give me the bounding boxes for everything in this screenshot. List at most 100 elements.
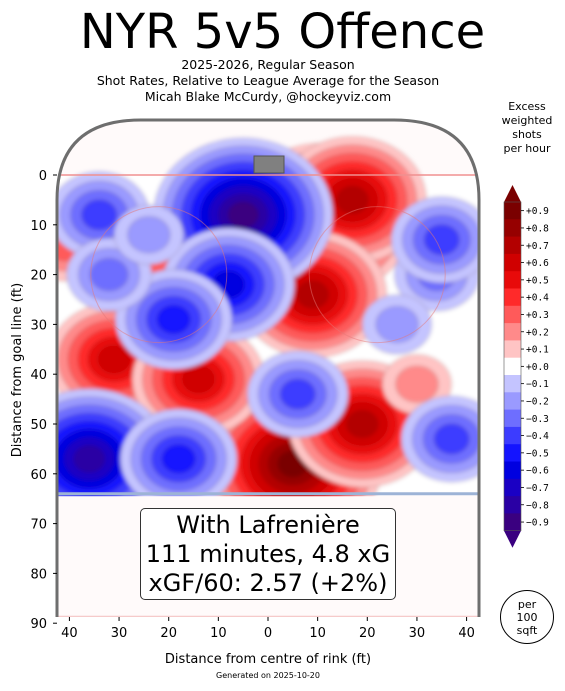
y-tick-label: 10 bbox=[30, 219, 47, 234]
colorbar-tick-label: +0.1 bbox=[526, 345, 549, 356]
colorbar-title-line: weighted bbox=[501, 114, 553, 127]
heat-contour-level bbox=[97, 345, 131, 374]
y-tick-label: 60 bbox=[30, 468, 47, 483]
y-tick-label: 50 bbox=[30, 418, 47, 433]
heat-contour-level bbox=[156, 304, 191, 334]
goal-net bbox=[253, 155, 285, 174]
heat-contour-level bbox=[161, 444, 196, 474]
colorbar-extend-top bbox=[504, 185, 521, 202]
x-axis-label: Distance from centre of rink (ft) bbox=[165, 652, 371, 667]
y-axis-label: Distance from goal line (ft) bbox=[10, 283, 25, 457]
x-tick-label: 40 bbox=[61, 626, 78, 641]
colorbar-tick-label: −0.8 bbox=[526, 500, 549, 511]
colorbar-segment bbox=[504, 202, 521, 220]
heat-contour-level bbox=[395, 365, 439, 403]
colorbar-segment bbox=[504, 409, 521, 428]
heat-contour-level bbox=[433, 423, 470, 455]
colorbar-segment bbox=[504, 357, 521, 376]
colorbar-segment bbox=[504, 340, 521, 359]
y-tick-label: 0 bbox=[39, 169, 47, 184]
x-tick-label: 30 bbox=[111, 626, 128, 641]
player-info-box: With Lafrenière 111 minutes, 4.8 xG xGF/… bbox=[140, 508, 396, 600]
faceoff-circle bbox=[308, 206, 446, 344]
colorbar-segment bbox=[504, 375, 521, 393]
colorbar-tick-label: +0.0 bbox=[526, 362, 549, 373]
heat-contour-level bbox=[375, 305, 419, 343]
faceoff-circle bbox=[90, 206, 228, 344]
y-tick-label: 70 bbox=[30, 518, 47, 533]
info-minutes-xg: 111 minutes, 4.8 xG bbox=[145, 540, 391, 568]
heat-contour-level bbox=[336, 186, 369, 214]
colorbar-segment bbox=[504, 253, 521, 272]
heat-contour-level bbox=[81, 199, 118, 231]
colorbar-title: Excess weighted shots per hour bbox=[495, 100, 559, 156]
colorbar-segment bbox=[504, 219, 521, 238]
colorbar-tick-label: −0.1 bbox=[526, 379, 549, 390]
centre-line bbox=[57, 615, 479, 617]
colorbar-tick-label: +0.5 bbox=[526, 275, 549, 286]
colorbar-tick-label: +0.6 bbox=[526, 258, 549, 269]
heat-contour-level bbox=[89, 258, 129, 292]
colorbar-tick-label: +0.7 bbox=[526, 241, 549, 252]
info-player: With Lafrenière bbox=[176, 511, 360, 539]
x-tick-label: 10 bbox=[210, 626, 227, 641]
colorbar-title-line: shots bbox=[512, 128, 542, 141]
colorbar-title-line: per hour bbox=[503, 142, 551, 155]
colorbar-tick-label: +0.8 bbox=[526, 223, 549, 234]
colorbar-segment bbox=[504, 392, 521, 411]
colorbar-tick-label: −0.4 bbox=[526, 431, 549, 442]
y-tick-label: 20 bbox=[30, 269, 47, 284]
colorbar-extend-bottom bbox=[504, 530, 521, 548]
colorbar-segment bbox=[504, 513, 521, 532]
generated-date: Generated on 2025-10-20 bbox=[216, 671, 320, 680]
heat-contour-level bbox=[423, 224, 460, 256]
y-tick-label: 40 bbox=[30, 368, 47, 383]
heat-contour-level bbox=[346, 410, 379, 438]
chart-title: NYR 5v5 Offence bbox=[79, 4, 486, 60]
heat-contour-level bbox=[182, 365, 215, 394]
heat-field-layer bbox=[57, 136, 479, 542]
colorbar-tick-label: −0.5 bbox=[526, 448, 549, 459]
x-tick-label: 20 bbox=[160, 626, 177, 641]
colorbar-tick-label: +0.9 bbox=[526, 206, 549, 217]
colorbar: +0.9 +0.8 +0.7 +0.6 +0.5 +0.4 +0.3 +0.2 +0.1 +0.0… bbox=[503, 185, 549, 548]
heat-contour-level bbox=[296, 280, 329, 309]
y-tick-label: 80 bbox=[30, 567, 47, 582]
heat-contour-level bbox=[73, 445, 105, 473]
colorbar-segment bbox=[504, 271, 521, 289]
colorbar-title-line: Excess bbox=[508, 100, 546, 113]
per-badge-line: 100 bbox=[516, 611, 538, 624]
rink-boards bbox=[55, 118, 481, 617]
x-tick-label: 30 bbox=[409, 626, 426, 641]
colorbar-segment bbox=[504, 426, 521, 445]
heat-contour-level bbox=[227, 201, 259, 228]
heat-contour-level bbox=[279, 378, 316, 410]
per-badge-line: per bbox=[517, 598, 537, 611]
colorbar-segment bbox=[504, 461, 521, 480]
colorbar-segment bbox=[504, 496, 521, 514]
chart-subtitle-season: 2025-2026, Regular Season bbox=[181, 57, 355, 72]
x-tick-label: 0 bbox=[264, 626, 272, 641]
x-tick-label: 40 bbox=[458, 626, 475, 641]
y-tick-label: 90 bbox=[30, 617, 47, 632]
chart-axes: 40 30 20 10 0 10 20 30 40 0 10 20 30 40 50 60 70 80 90 Dist… bbox=[10, 169, 475, 667]
y-tick-label: 30 bbox=[30, 318, 47, 333]
colorbar-tick-label: −0.6 bbox=[526, 466, 549, 477]
colorbar-segment bbox=[504, 236, 521, 255]
colorbar-tick-label: −0.2 bbox=[526, 396, 549, 407]
info-xgf60: xGF/60: 2.57 (+2%) bbox=[148, 569, 388, 597]
x-tick-label: 10 bbox=[309, 626, 326, 641]
colorbar-segment bbox=[504, 444, 521, 462]
chart-subtitle-description: Shot Rates, Relative to League Average f… bbox=[96, 73, 440, 88]
colorbar-tick-label: −0.9 bbox=[526, 518, 549, 529]
x-tick-label: 20 bbox=[359, 626, 376, 641]
heat-contour-level bbox=[127, 216, 171, 254]
per-badge-line: sqft bbox=[516, 624, 538, 637]
per-area-badge: per 100 sqft bbox=[500, 590, 554, 644]
colorbar-tick-label: +0.2 bbox=[526, 327, 549, 338]
colorbar-segment bbox=[504, 288, 521, 307]
chart-subtitle-author: Micah Blake McCurdy, @hockeyviz.com bbox=[144, 89, 392, 104]
colorbar-segment bbox=[504, 478, 521, 497]
colorbar-tick-label: +0.4 bbox=[526, 293, 549, 304]
colorbar-tick-label: −0.7 bbox=[526, 483, 549, 494]
